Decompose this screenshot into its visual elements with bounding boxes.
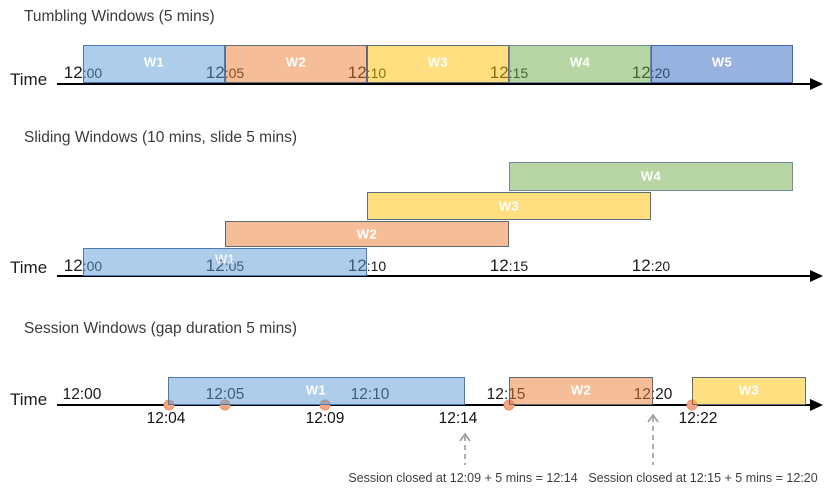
session-close-arrow-icon: [645, 413, 661, 471]
session-event-label-1209: 12:09: [305, 410, 345, 427]
session-closed-annotation-2: Session closed at 12:15 + 5 mins = 12:20: [588, 471, 818, 485]
session-window-w2-label: W2: [570, 382, 592, 398]
session-tick-1200: 12:00: [62, 386, 102, 403]
tumbling-section-title: Tumbling Windows (5 mins): [24, 8, 215, 25]
sliding-window-w4-label: W4: [640, 168, 662, 184]
sliding-tick-1215: 12:15: [489, 256, 529, 275]
tumbling-window-w5: [651, 45, 793, 83]
session-event-label-1222: 12:22: [678, 410, 718, 427]
tumbling-window-w2-label: W2: [285, 54, 307, 70]
sliding-section-title: Sliding Windows (10 mins, slide 5 mins): [24, 129, 298, 146]
session-section-title: Session Windows (gap duration 5 mins): [24, 320, 298, 337]
sliding-window-w2-label: W2: [356, 226, 378, 242]
tumbling-window-w5-label: W5: [711, 54, 733, 70]
tumbling-window-w2: [225, 45, 367, 83]
session-event-label-1204: 12:04: [146, 410, 186, 427]
session-window-w1-label: W1: [305, 382, 327, 398]
session-window-w1: [168, 377, 465, 405]
sliding-window-w3: [367, 192, 651, 220]
sliding-window-w1: [83, 248, 367, 276]
tumbling-time-axis: [57, 82, 810, 85]
sliding-window-w3-label: W3: [498, 198, 520, 214]
sliding-tick-1220: 12:20: [631, 256, 671, 275]
session-closed-annotation-1: Session closed at 12:09 + 5 mins = 12:14: [348, 471, 578, 485]
tumbling-window-w4: [509, 45, 651, 83]
session-time-axis-label: Time: [10, 390, 48, 409]
session-event-label-1214: 12:14: [438, 410, 478, 427]
sliding-window-w2: [225, 221, 509, 247]
session-window-w2: [509, 377, 653, 405]
tumbling-window-w4-label: W4: [569, 54, 591, 70]
sliding-window-w1-label: W1: [214, 251, 236, 267]
tumbling-window-w1: [83, 45, 225, 83]
session-close-arrow-icon: [457, 432, 473, 471]
sliding-axis-arrowhead-icon: [810, 270, 823, 282]
tumbling-window-w1-label: W1: [143, 54, 165, 70]
session-window-w3: [692, 377, 806, 405]
sliding-time-axis-label: Time: [10, 258, 48, 277]
tumbling-window-w3-label: W3: [427, 54, 449, 70]
sliding-time-axis: [57, 275, 810, 277]
tumbling-axis-arrowhead-icon: [810, 77, 823, 90]
tumbling-time-axis-label: Time: [10, 70, 48, 89]
session-window-w3-label: W3: [738, 382, 760, 398]
tumbling-window-w3: [367, 45, 509, 83]
session-axis-arrowhead-icon: [810, 398, 823, 411]
sliding-window-w4: [509, 162, 793, 191]
